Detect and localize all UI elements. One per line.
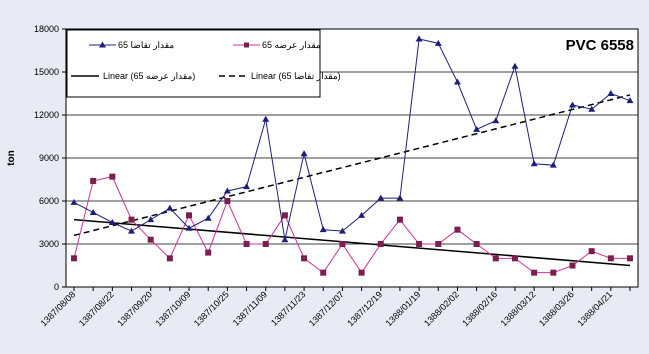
legend-marker-demand (99, 41, 106, 48)
supply-point (377, 241, 384, 247)
supply-point (416, 241, 423, 247)
supply-point (454, 226, 461, 233)
supply-point (90, 177, 97, 184)
supply-point (71, 255, 77, 262)
y-tick-label: 12000 (34, 110, 59, 120)
y-tick-label: 6000 (39, 196, 59, 206)
demand-point (396, 194, 404, 201)
demand-point (223, 187, 231, 194)
legend-label-supply: مقدار عرضه 65 (262, 40, 321, 51)
demand-point (530, 160, 538, 167)
y-tick-label: 9000 (39, 153, 59, 163)
supply-point (511, 255, 518, 262)
demand-point (473, 125, 481, 132)
x-tick-label: 1387/08/08 (38, 289, 77, 328)
demand-point (185, 224, 193, 231)
demand-point (204, 214, 212, 221)
supply-point (166, 255, 173, 262)
demand-point (377, 194, 385, 201)
y-tick-label: 15000 (34, 67, 59, 77)
supply-point (186, 212, 193, 219)
demand-point (319, 226, 327, 233)
trendline-supply (73, 218, 631, 267)
demand-point (626, 97, 634, 104)
demand-point (511, 62, 519, 69)
demand-point (453, 78, 461, 85)
y-axis-label: ton (6, 150, 17, 166)
legend-label-trend-demand: Linear (مقدار تقاضا 65) (251, 71, 341, 82)
demand-point (147, 216, 155, 223)
supply-point (301, 255, 308, 262)
supply-point (109, 173, 116, 180)
legend: مقدار تقاضا 65 مقدار عرضه 65 Linear (مقدار… (66, 29, 341, 98)
demand-point (607, 90, 615, 96)
legend-label-trend-supply: Linear (مقدار عرضه 65) (103, 71, 195, 82)
supply-point (492, 255, 499, 262)
supply-point (243, 241, 250, 247)
supply-point (262, 241, 269, 247)
x-tick-label: 1387/12/07 (307, 289, 346, 328)
demand-point (300, 150, 308, 157)
supply-point (358, 269, 365, 276)
demand-point (415, 35, 423, 42)
demand-point (281, 236, 289, 243)
supply-point (588, 248, 595, 255)
demand-point (588, 105, 596, 112)
x-tick-label: 1387/08/22 (77, 289, 116, 328)
legend-box (66, 29, 321, 98)
x-tick-label: 1388/04/21 (575, 289, 614, 328)
chart-title: PVC 6558 (566, 37, 634, 54)
demand-point (70, 198, 78, 205)
demand-point (166, 204, 174, 211)
supply-point (281, 212, 288, 219)
demand-point (262, 115, 270, 122)
y-tick-label: 0 (54, 282, 59, 292)
demand-point (128, 227, 136, 234)
y-tick-label: 3000 (39, 239, 59, 249)
demand-point (492, 117, 500, 124)
supply-point (435, 241, 442, 247)
legend-marker-supply (244, 42, 249, 48)
supply-point (569, 262, 576, 269)
x-tick-label: 1388/03/26 (537, 289, 576, 328)
supply-point (473, 241, 480, 247)
supply-point (550, 269, 557, 276)
x-tick-label: 1387/09/20 (115, 289, 154, 328)
supply-point (128, 216, 135, 223)
legend-label-demand: مقدار تقاضا 65 (118, 40, 174, 51)
supply-point (320, 269, 327, 276)
x-tick-label: 1387/10/09 (154, 289, 193, 328)
supply-point (531, 269, 538, 276)
trendline-demand (73, 94, 631, 237)
series-line-demand (73, 38, 631, 240)
supply-point (224, 198, 231, 204)
demand-point (243, 183, 251, 190)
x-tick-label: 1388/02/02 (422, 289, 461, 328)
demand-point (108, 219, 116, 225)
supply-point (147, 236, 154, 243)
demand-point (358, 211, 366, 218)
supply-point (396, 216, 403, 223)
x-tick-label: 1387/10/25 (192, 289, 231, 328)
supply-point (607, 255, 614, 262)
demand-point (549, 161, 557, 168)
x-tick-label: 1388/02/16 (460, 289, 499, 328)
x-tick-label: 1388/01/19 (384, 289, 423, 328)
x-tick-label: 1388/03/12 (499, 289, 538, 328)
x-tick-label: 1387/11/09 (231, 289, 269, 327)
demand-point (89, 208, 97, 215)
supply-point (339, 241, 346, 247)
x-tick-label: 1387/11/23 (269, 289, 307, 327)
demand-point (568, 101, 576, 108)
supply-point (627, 255, 633, 262)
demand-point (338, 227, 346, 234)
series-line-supply (73, 176, 630, 274)
supply-point (205, 249, 212, 256)
y-tick-label: 18000 (34, 24, 59, 34)
demand-point (434, 39, 442, 46)
x-tick-label: 1387/12/19 (345, 289, 384, 328)
